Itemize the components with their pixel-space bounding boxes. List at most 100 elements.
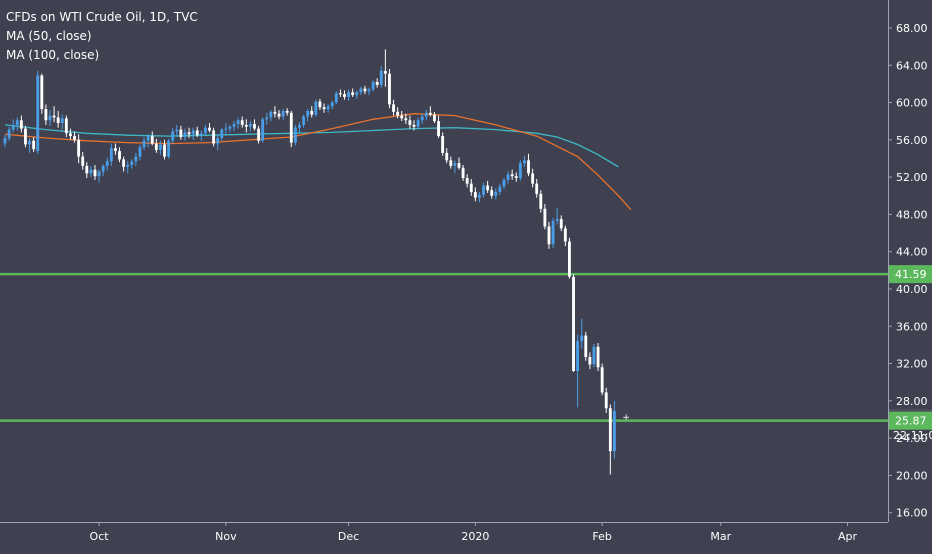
candle-body xyxy=(81,156,85,166)
candle-body xyxy=(273,111,277,114)
candle-body xyxy=(154,143,158,151)
candle-body xyxy=(392,104,395,112)
candle-body xyxy=(195,130,199,136)
candle-body xyxy=(69,133,72,137)
y-tick-label: 28.00 xyxy=(896,395,928,408)
candle-body xyxy=(478,194,481,198)
x-tick-label: Feb xyxy=(592,530,611,543)
candle-body xyxy=(469,183,473,193)
candle-body xyxy=(113,148,117,152)
candle-body xyxy=(457,163,461,168)
candle-body xyxy=(523,160,526,164)
candle-body xyxy=(212,130,216,144)
candle-body xyxy=(514,176,518,179)
candle-body xyxy=(240,120,244,125)
candle-body xyxy=(326,106,330,110)
candle-body xyxy=(48,115,52,121)
candle-body xyxy=(596,346,600,368)
y-tick-label: 24.00 xyxy=(896,432,928,445)
candle-body xyxy=(122,159,126,167)
candle-body xyxy=(265,117,269,120)
candle-body xyxy=(572,276,575,371)
candle-body xyxy=(375,82,379,85)
y-tick-label: 48.00 xyxy=(896,208,928,221)
candle-body xyxy=(400,115,404,119)
candle-body xyxy=(73,136,76,140)
candle-body xyxy=(351,92,355,96)
candle-body xyxy=(388,73,391,105)
candle-body xyxy=(482,185,485,195)
candle-body xyxy=(363,88,367,92)
candle-body xyxy=(15,120,19,125)
candle-body xyxy=(510,174,514,177)
level-tag-bg xyxy=(889,411,932,430)
candle-body xyxy=(257,128,261,141)
candle-body xyxy=(551,220,555,245)
candle-body xyxy=(187,132,191,135)
level-tag-label: 25.87 xyxy=(895,415,927,428)
candle-body xyxy=(445,152,449,161)
candle-body xyxy=(424,112,428,117)
candle-body xyxy=(93,169,97,177)
candle-body xyxy=(420,116,424,121)
candle-body xyxy=(199,133,203,136)
candle-body xyxy=(347,92,350,97)
candle-body xyxy=(130,161,134,165)
candle-body xyxy=(494,192,498,196)
candle-body xyxy=(449,160,453,166)
x-tick-label: Apr xyxy=(838,530,858,543)
y-tick-label: 68.00 xyxy=(896,22,928,35)
candle-body xyxy=(232,123,236,127)
candle-body xyxy=(97,171,101,177)
y-tick-label: 56.00 xyxy=(896,134,928,147)
candle-body xyxy=(600,367,604,393)
candle-body xyxy=(261,119,265,141)
candle-body xyxy=(236,120,240,124)
y-tick-label: 20.00 xyxy=(896,469,928,482)
candle-body xyxy=(441,136,445,153)
ma100-line xyxy=(4,124,619,168)
candle-body xyxy=(531,173,535,184)
candle-body xyxy=(555,219,559,221)
candle-body xyxy=(3,137,7,144)
candle-body xyxy=(306,110,310,117)
level-tag-label: 41.59 xyxy=(895,268,927,281)
candle-body xyxy=(203,127,207,134)
y-tick-label: 32.00 xyxy=(896,358,928,371)
candle-body xyxy=(142,140,146,148)
candle-body xyxy=(461,167,465,179)
candle-body xyxy=(359,88,363,93)
candle-body xyxy=(163,144,166,157)
candle-body xyxy=(244,124,248,127)
last-price-marker: + xyxy=(622,413,630,423)
y-tick-label: 44.00 xyxy=(896,246,928,259)
candle-body xyxy=(498,186,502,193)
candle-body xyxy=(588,357,592,365)
candle-body xyxy=(355,92,359,96)
candle-body xyxy=(539,193,543,209)
x-tick-label: 2020 xyxy=(461,530,489,543)
candle-body xyxy=(465,178,469,184)
candle-body xyxy=(32,140,36,150)
candle-body xyxy=(437,121,440,137)
legend-ma50: MA (50, close) xyxy=(6,29,92,43)
candle-body xyxy=(11,124,15,130)
x-tick-label: Mar xyxy=(710,530,731,543)
candle-body xyxy=(343,94,346,97)
candle-body xyxy=(60,118,64,124)
candle-body xyxy=(105,161,109,166)
candle-body xyxy=(302,116,306,125)
candle-body xyxy=(191,130,195,135)
candle-body xyxy=(310,110,314,115)
chart-legend: CFDs on WTI Crude Oil, 1D, TVC MA (50, c… xyxy=(6,8,198,65)
candle-body xyxy=(224,128,228,130)
candle-body xyxy=(85,165,89,174)
candle-body xyxy=(338,93,342,95)
candle-body xyxy=(293,127,297,143)
candle-body xyxy=(518,163,522,179)
candle-body xyxy=(89,169,93,174)
chart-title: CFDs on WTI Crude Oil, 1D, TVC xyxy=(6,10,198,24)
candle-body xyxy=(506,174,510,180)
